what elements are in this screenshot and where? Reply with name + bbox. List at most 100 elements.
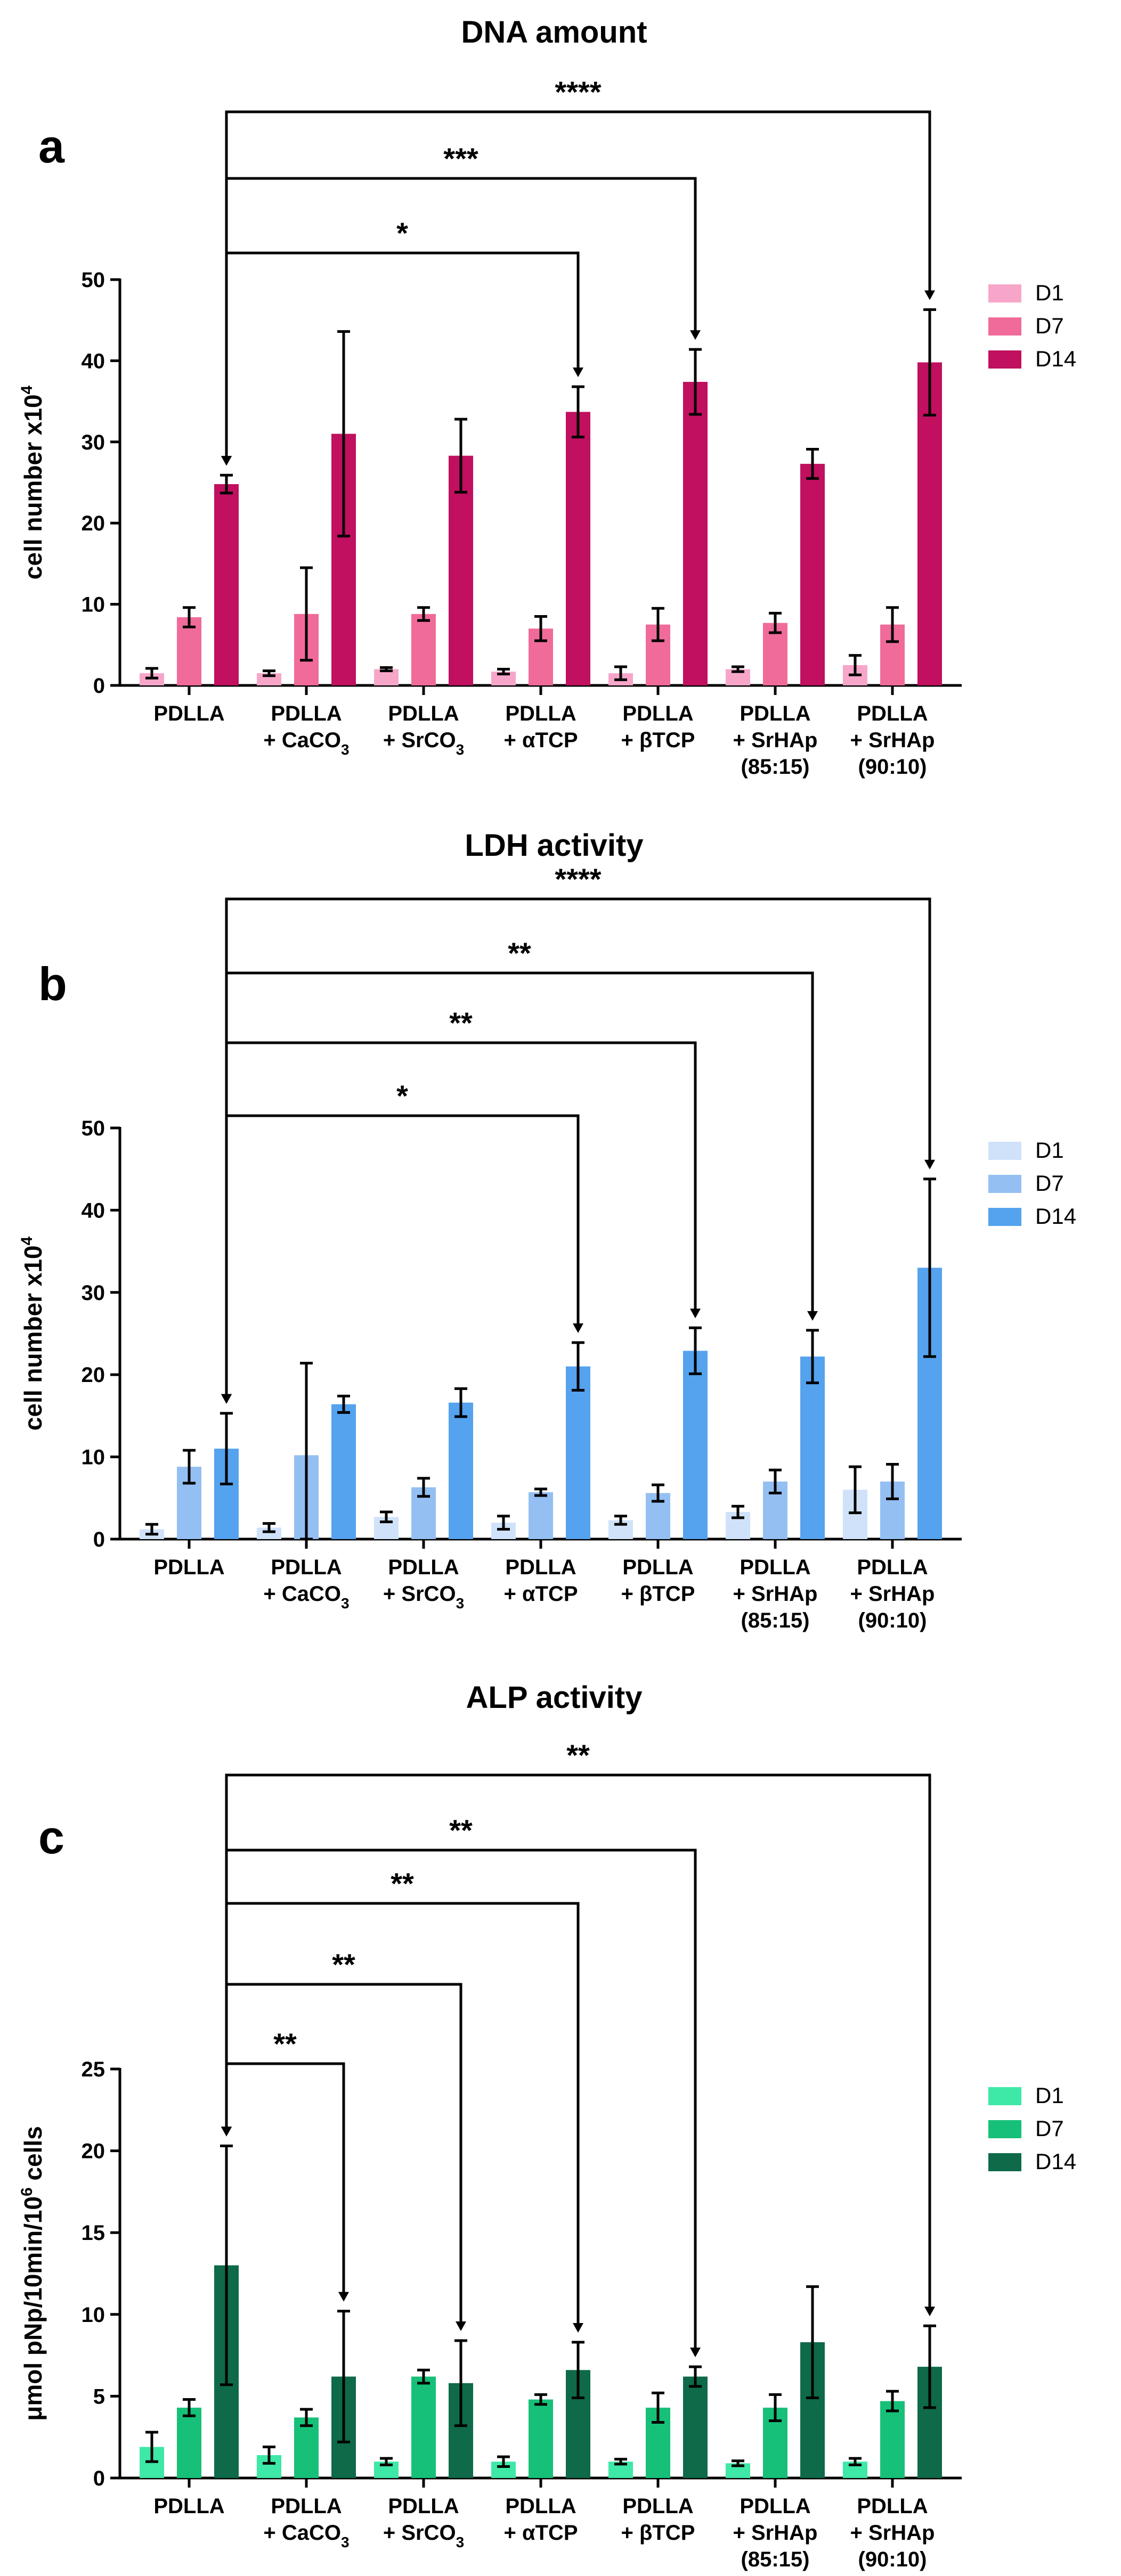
x-tick-label: PDLLA bbox=[388, 702, 459, 725]
bar-D7-2 bbox=[294, 2417, 319, 2478]
significance-label: ** bbox=[508, 936, 531, 970]
legend-label: D1 bbox=[1035, 280, 1064, 305]
chart-title: DNA amount bbox=[461, 15, 647, 50]
x-tick-label: + βTCP bbox=[621, 729, 695, 752]
bracket-arrowhead bbox=[221, 1394, 232, 1404]
x-tick-label: + SrHAp bbox=[850, 1582, 935, 1606]
significance-label: **** bbox=[555, 862, 601, 896]
x-tick-label: + CaCO3 bbox=[263, 729, 349, 758]
bracket-arrowhead bbox=[924, 2307, 935, 2317]
legend-swatch-D7 bbox=[988, 2120, 1021, 2138]
significance-label: ** bbox=[449, 1813, 473, 1847]
x-tick-label: (90:10) bbox=[858, 2548, 927, 2571]
bar-D14-2 bbox=[331, 1404, 356, 1539]
x-tick-label: PDLLA bbox=[740, 1556, 810, 1579]
significance-label: * bbox=[396, 216, 408, 250]
bar-D14-4 bbox=[566, 412, 590, 685]
x-tick-label: PDLLA bbox=[388, 2495, 459, 2518]
y-axis-label: μmol pNp/10min/106 cells bbox=[18, 2126, 47, 2421]
panel-letter: b bbox=[38, 958, 67, 1010]
legend-label: D14 bbox=[1035, 346, 1076, 371]
significance-label: ** bbox=[273, 2027, 297, 2060]
x-tick-label: + αTCP bbox=[503, 2521, 578, 2545]
bar-D14-6 bbox=[800, 463, 825, 685]
x-tick-label: PDLLA bbox=[740, 2495, 810, 2518]
y-tick-label: 40 bbox=[82, 349, 105, 373]
bar-D14-5 bbox=[683, 2376, 708, 2478]
x-tick-label: + CaCO3 bbox=[263, 1582, 349, 1612]
y-tick-label: 10 bbox=[82, 1446, 105, 1469]
x-tick-label: (85:15) bbox=[741, 2548, 810, 2571]
y-tick-label: 5 bbox=[93, 2385, 105, 2408]
legend-swatch-D7 bbox=[988, 1175, 1021, 1193]
legend-label: D7 bbox=[1035, 313, 1064, 338]
significance-bracket bbox=[225, 1114, 580, 1402]
bar-D7-1 bbox=[177, 2407, 201, 2478]
x-tick-label: + SrHAp bbox=[733, 2521, 818, 2545]
panel-c: ALP activity c 0 5 10 15 20 25 PDLLA PDLLA + CaCO3… bbox=[18, 1680, 1076, 2571]
bracket-arrowhead bbox=[338, 2292, 349, 2302]
chart-title: ALP activity bbox=[466, 1680, 643, 1715]
x-tick-label: PDLLA bbox=[271, 1556, 342, 1579]
y-tick-label: 0 bbox=[93, 674, 105, 698]
x-tick-label: + αTCP bbox=[503, 729, 578, 752]
bar-D7-4 bbox=[529, 2399, 553, 2478]
y-tick-label: 0 bbox=[93, 2467, 105, 2490]
y-tick-label: 30 bbox=[82, 431, 105, 454]
y-tick-label: 20 bbox=[82, 512, 105, 535]
significance-bracket bbox=[225, 1041, 697, 1402]
significance-label: ** bbox=[332, 1948, 355, 1981]
y-tick-label: 50 bbox=[82, 1117, 105, 1140]
significance-bracket bbox=[225, 110, 931, 464]
x-tick-label: PDLLA bbox=[505, 1556, 576, 1579]
bar-D7-3 bbox=[411, 2376, 436, 2478]
bar-D14-4 bbox=[566, 1366, 590, 1539]
bracket-arrowhead bbox=[221, 2127, 232, 2137]
bar-D14-3 bbox=[449, 455, 473, 685]
panel-a: DNA amount a 0 10 20 30 40 50 PDLLA PDLLA + CaCO3 P… bbox=[18, 15, 1076, 779]
significance-bracket bbox=[225, 1773, 931, 2315]
legend-swatch-D7 bbox=[988, 317, 1021, 336]
significance-bracket bbox=[225, 2062, 345, 2300]
y-tick-label: 50 bbox=[82, 268, 105, 292]
x-tick-label: + βTCP bbox=[621, 2521, 695, 2545]
legend-label: D7 bbox=[1035, 1171, 1064, 1196]
bracket-arrowhead bbox=[690, 330, 701, 340]
significance-bracket bbox=[225, 251, 580, 464]
legend-label: D14 bbox=[1035, 1204, 1076, 1229]
x-tick-label: (85:15) bbox=[741, 1609, 810, 1632]
x-tick-label: PDLLA bbox=[271, 702, 342, 725]
x-tick-label: PDLLA bbox=[505, 702, 576, 725]
legend-label: D7 bbox=[1035, 2116, 1064, 2141]
legend-swatch-D14 bbox=[988, 350, 1021, 369]
x-tick-label: + SrHAp bbox=[850, 2521, 935, 2545]
x-tick-label: (85:15) bbox=[741, 755, 810, 779]
bracket-arrowhead bbox=[573, 1323, 583, 1333]
significance-bracket bbox=[225, 897, 931, 1402]
bar-D14-3 bbox=[449, 1402, 473, 1539]
x-tick-label: PDLLA bbox=[388, 1556, 459, 1579]
x-tick-label: PDLLA bbox=[153, 702, 224, 725]
bar-D7-7 bbox=[880, 2401, 905, 2478]
legend-swatch-D1 bbox=[988, 284, 1021, 302]
x-tick-label: PDLLA bbox=[622, 702, 693, 725]
bar-D14-5 bbox=[683, 382, 708, 685]
x-tick-label: PDLLA bbox=[153, 1556, 224, 1579]
x-tick-label: PDLLA bbox=[153, 2495, 224, 2518]
bar-D14-5 bbox=[683, 1351, 708, 1539]
chart-title: LDH activity bbox=[465, 828, 643, 863]
bracket-arrowhead bbox=[924, 1159, 935, 1170]
x-tick-label: + SrCO3 bbox=[383, 2521, 464, 2550]
x-tick-label: + SrCO3 bbox=[383, 1582, 464, 1612]
y-tick-label: 40 bbox=[82, 1199, 105, 1222]
y-tick-label: 10 bbox=[82, 593, 105, 617]
x-tick-label: PDLLA bbox=[505, 2495, 576, 2518]
x-tick-label: + βTCP bbox=[621, 1582, 695, 1606]
bracket-arrowhead bbox=[690, 2348, 701, 2358]
x-tick-label: PDLLA bbox=[857, 702, 928, 725]
panel-letter: c bbox=[38, 1811, 64, 1863]
x-tick-label: PDLLA bbox=[857, 2495, 928, 2518]
x-tick-label: + SrHAp bbox=[733, 1582, 818, 1606]
bracket-arrowhead bbox=[690, 1309, 701, 1319]
x-tick-label: (90:10) bbox=[858, 1609, 927, 1632]
